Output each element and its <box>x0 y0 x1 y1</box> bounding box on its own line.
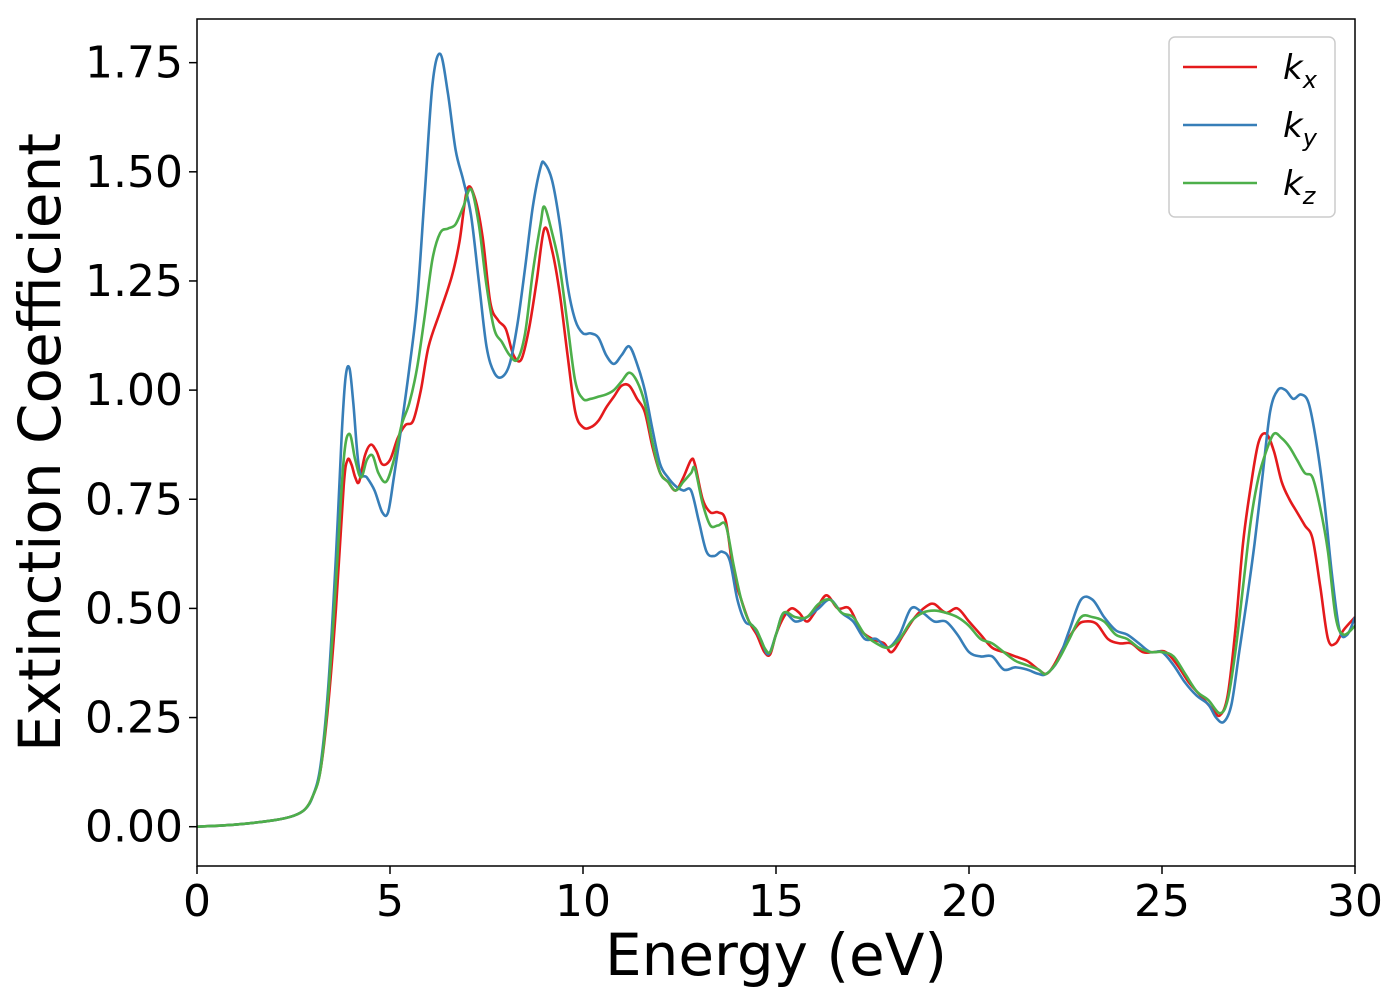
y-tick-label: 0.50 <box>85 583 183 634</box>
x-axis: 0 5 10 15 20 25 30 <box>183 866 1383 927</box>
y-tick-label: 1.50 <box>85 147 183 198</box>
series-layer <box>197 52 1355 829</box>
series-line-kz <box>197 187 1355 829</box>
y-tick-label: 1.25 <box>85 256 183 307</box>
legend-box <box>1168 36 1336 218</box>
series-line-ky <box>197 52 1355 829</box>
x-tick-label: 30 <box>1327 876 1383 927</box>
x-tick-label: 10 <box>555 876 611 927</box>
x-tick-label: 15 <box>748 876 804 927</box>
x-tick-label: 20 <box>941 876 997 927</box>
x-tick-label: 0 <box>183 876 211 927</box>
series-line-kx <box>197 185 1355 829</box>
y-axis-title: Extinction Coefficient <box>6 133 74 752</box>
legend-label-ky: ky <box>1283 106 1318 152</box>
legend-label-kx: kx <box>1283 48 1318 94</box>
x-axis-title: Energy (eV) <box>605 921 947 989</box>
y-tick-label: 1.75 <box>85 38 183 89</box>
x-tick-label: 5 <box>376 876 404 927</box>
y-tick-label: 0.75 <box>85 474 183 525</box>
legend: kx ky kz <box>1168 36 1336 218</box>
y-tick-label: 0.25 <box>85 693 183 744</box>
y-axis: 0.00 0.25 0.50 0.75 1.00 1.25 1.50 1.75 <box>85 38 197 853</box>
y-tick-label: 1.00 <box>85 365 183 416</box>
x-tick-label: 25 <box>1134 876 1190 927</box>
legend-label-kz: kz <box>1283 164 1317 210</box>
y-tick-label: 0.00 <box>85 802 183 853</box>
